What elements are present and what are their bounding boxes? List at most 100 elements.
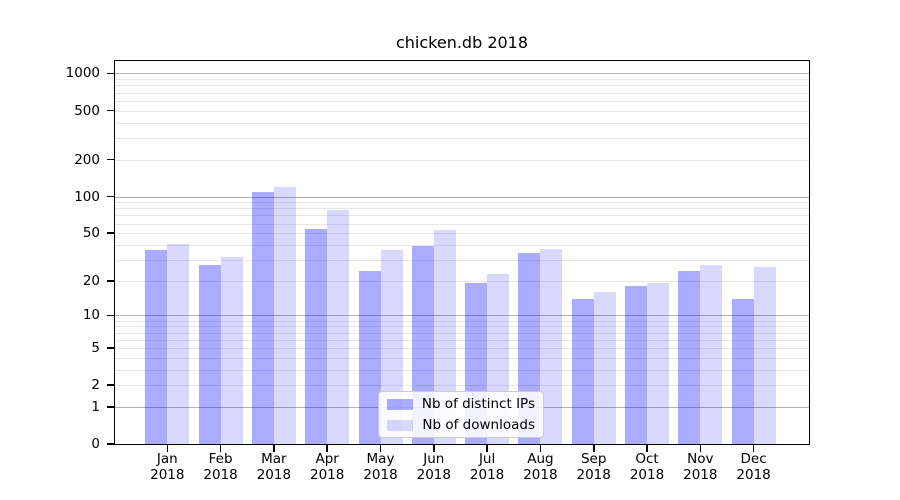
- gridline-minor-700: [114, 92, 810, 94]
- gridline-minor-20: [114, 280, 810, 282]
- x-tick-dec: [752, 445, 755, 452]
- y-tick-50: [107, 232, 114, 234]
- y-tick-10: [107, 314, 114, 317]
- gridline-minor-500: [114, 110, 810, 112]
- x-tick-label-nov: Nov 2018: [670, 451, 730, 483]
- gridline-minor-80: [114, 208, 810, 210]
- year-label: 2018: [310, 467, 345, 483]
- month-label: Feb: [208, 451, 233, 467]
- bar-downloads-apr: [327, 210, 350, 445]
- x-tick-label-sep: Sep 2018: [564, 451, 624, 483]
- month-label: Jul: [478, 451, 496, 467]
- gridline-minor-3: [114, 369, 810, 371]
- year-label: 2018: [363, 467, 398, 483]
- gridline-minor-600: [114, 100, 810, 102]
- y-tick-1: [107, 406, 114, 408]
- x-tick-jul: [486, 445, 488, 452]
- gridline-minor-6: [114, 339, 810, 341]
- gridline-minor-300: [114, 137, 810, 139]
- y-tick-label-200: 200: [74, 151, 100, 168]
- x-tick-label-oct: Oct 2018: [617, 451, 677, 483]
- x-tick-label-mar: Mar 2018: [244, 451, 304, 483]
- y-tick-label-1000: 1000: [65, 65, 100, 82]
- year-label: 2018: [416, 467, 451, 483]
- gridline-minor-800: [114, 85, 810, 87]
- month-label: Oct: [635, 451, 659, 467]
- month-label: Apr: [315, 451, 339, 467]
- bar-downloads-jan: [167, 243, 190, 445]
- legend-swatch-distinct-ips-icon: [387, 398, 413, 410]
- x-tick-label-jul: Jul 2018: [457, 451, 517, 483]
- gridline-minor-90: [114, 202, 810, 204]
- year-label: 2018: [523, 467, 558, 483]
- month-label: Nov: [687, 451, 714, 467]
- month-label: Mar: [261, 451, 287, 467]
- x-tick-label-dec: Dec 2018: [724, 451, 784, 483]
- y-tick-100: [107, 195, 114, 198]
- gridline-minor-40: [114, 244, 810, 246]
- y-tick-500: [107, 109, 114, 112]
- y-tick-20: [107, 280, 114, 282]
- year-label: 2018: [629, 467, 665, 483]
- y-tick-1000: [107, 72, 114, 75]
- bar-distinct-ips-dec: [731, 298, 754, 445]
- y-tick-5: [107, 347, 114, 349]
- gridline-minor-50: [114, 233, 810, 235]
- bar-downloads-mar: [273, 186, 296, 445]
- gridline-minor-60: [114, 223, 810, 225]
- gridline-major-100: [114, 196, 810, 198]
- legend-entry-downloads: Nb of downloads: [387, 417, 535, 433]
- legend-swatch-downloads-icon: [387, 419, 414, 431]
- bar-downloads-nov: [700, 265, 723, 445]
- year-label: 2018: [150, 467, 185, 483]
- x-tick-oct: [646, 445, 648, 452]
- bar-distinct-ips-feb: [198, 265, 221, 445]
- month-label: Jan: [156, 451, 178, 467]
- month-label: Aug: [527, 451, 554, 467]
- bar-distinct-ips-apr: [305, 229, 328, 445]
- gridline-major-1000: [114, 73, 810, 75]
- x-tick-mar: [273, 445, 275, 452]
- x-tick-label-feb: Feb 2018: [191, 451, 251, 483]
- x-tick-aug: [539, 445, 542, 452]
- bar-distinct-ips-sep: [571, 298, 594, 445]
- bar-downloads-feb: [220, 256, 243, 445]
- bar-downloads-dec: [753, 267, 776, 445]
- gridline-minor-9: [114, 320, 810, 322]
- gridline-minor-7: [114, 332, 810, 334]
- bar-downloads-aug: [540, 248, 563, 445]
- bar-distinct-ips-may: [358, 271, 381, 445]
- x-tick-label-aug: Aug 2018: [510, 451, 570, 483]
- month-label: Jun: [423, 451, 445, 467]
- y-tick-label-50: 50: [82, 225, 100, 242]
- gridline-minor-4: [114, 357, 810, 359]
- y-tick-label-5: 5: [91, 339, 100, 356]
- x-tick-label-may: May 2018: [351, 451, 411, 483]
- gridline-minor-30: [114, 259, 810, 261]
- x-tick-feb: [219, 445, 222, 452]
- bar-distinct-ips-jan: [145, 250, 168, 445]
- bar-distinct-ips-mar: [251, 192, 274, 445]
- bar-distinct-ips-oct: [625, 286, 647, 445]
- y-tick-label-0: 0: [91, 436, 100, 452]
- gridline-minor-5: [114, 347, 810, 349]
- gridline-major-10: [114, 315, 810, 317]
- y-tick-label-500: 500: [74, 102, 100, 119]
- y-tick-label-2: 2: [91, 377, 100, 394]
- y-tick-200: [107, 158, 114, 161]
- chart-title: chicken.db 2018: [395, 33, 529, 52]
- month-label: May: [366, 451, 395, 467]
- x-tick-jan: [166, 445, 169, 452]
- year-label: 2018: [736, 467, 771, 483]
- gridline-minor-900: [114, 79, 810, 81]
- year-label: 2018: [576, 467, 611, 483]
- x-tick-jun: [433, 445, 435, 452]
- bar-downloads-sep: [593, 292, 616, 445]
- year-label: 2018: [256, 467, 292, 483]
- month-label: Dec: [740, 451, 767, 467]
- month-label: Sep: [580, 451, 607, 467]
- gridline-minor-200: [114, 159, 810, 161]
- x-tick-label-apr: Apr 2018: [297, 451, 357, 483]
- gridline-minor-70: [114, 215, 810, 217]
